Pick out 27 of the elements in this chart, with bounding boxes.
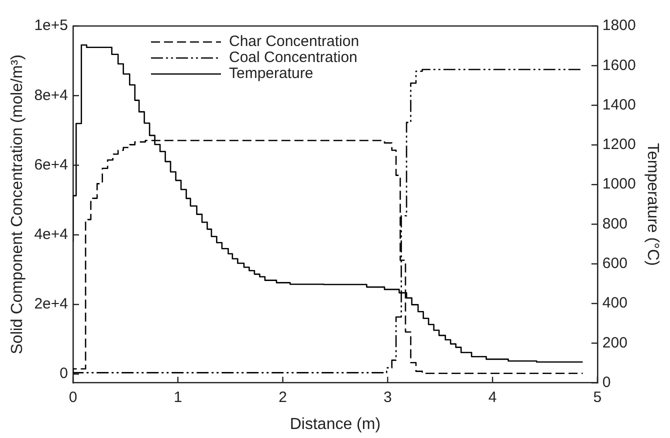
x-tick-label: 1: [174, 388, 182, 406]
y2-tick-label: 1800: [602, 17, 636, 34]
y2-tick-label: 200: [602, 334, 628, 352]
y2-tick-label: 1000: [602, 176, 636, 193]
y2-axis-title: Temperature (°C): [644, 142, 661, 266]
y-tick-label: 6e+4: [34, 156, 68, 174]
y2-tick-label: 400: [602, 294, 628, 312]
y2-tick-label: 800: [602, 215, 628, 232]
x-tick-label: 2: [278, 388, 287, 406]
y-tick-label: 4e+4: [34, 226, 68, 243]
legend-label: Temperature: [228, 65, 314, 82]
legend-label: Char Concentration: [228, 33, 360, 50]
y-axis-title: Solid Component Concentration (mole/m³): [9, 54, 26, 354]
y-tick-label: 1e+5: [34, 17, 68, 34]
x-tick-label: 4: [488, 388, 497, 406]
x-tick-label: 3: [383, 388, 392, 406]
x-axis-title: Distance (m): [290, 416, 381, 433]
y2-tick-label: 1200: [602, 136, 636, 154]
y-tick-label: 0: [60, 365, 68, 382]
y2-tick-label: 600: [602, 255, 628, 272]
x-tick-label: 5: [593, 388, 602, 406]
legend-label: Coal Concentration: [228, 49, 358, 66]
y-tick-label: 8e+4: [34, 86, 68, 104]
y2-tick-label: 1600: [602, 56, 636, 74]
y-tick-label: 2e+4: [34, 296, 68, 313]
y2-tick-label: 0: [602, 374, 611, 391]
y2-tick-label: 1400: [602, 96, 636, 114]
